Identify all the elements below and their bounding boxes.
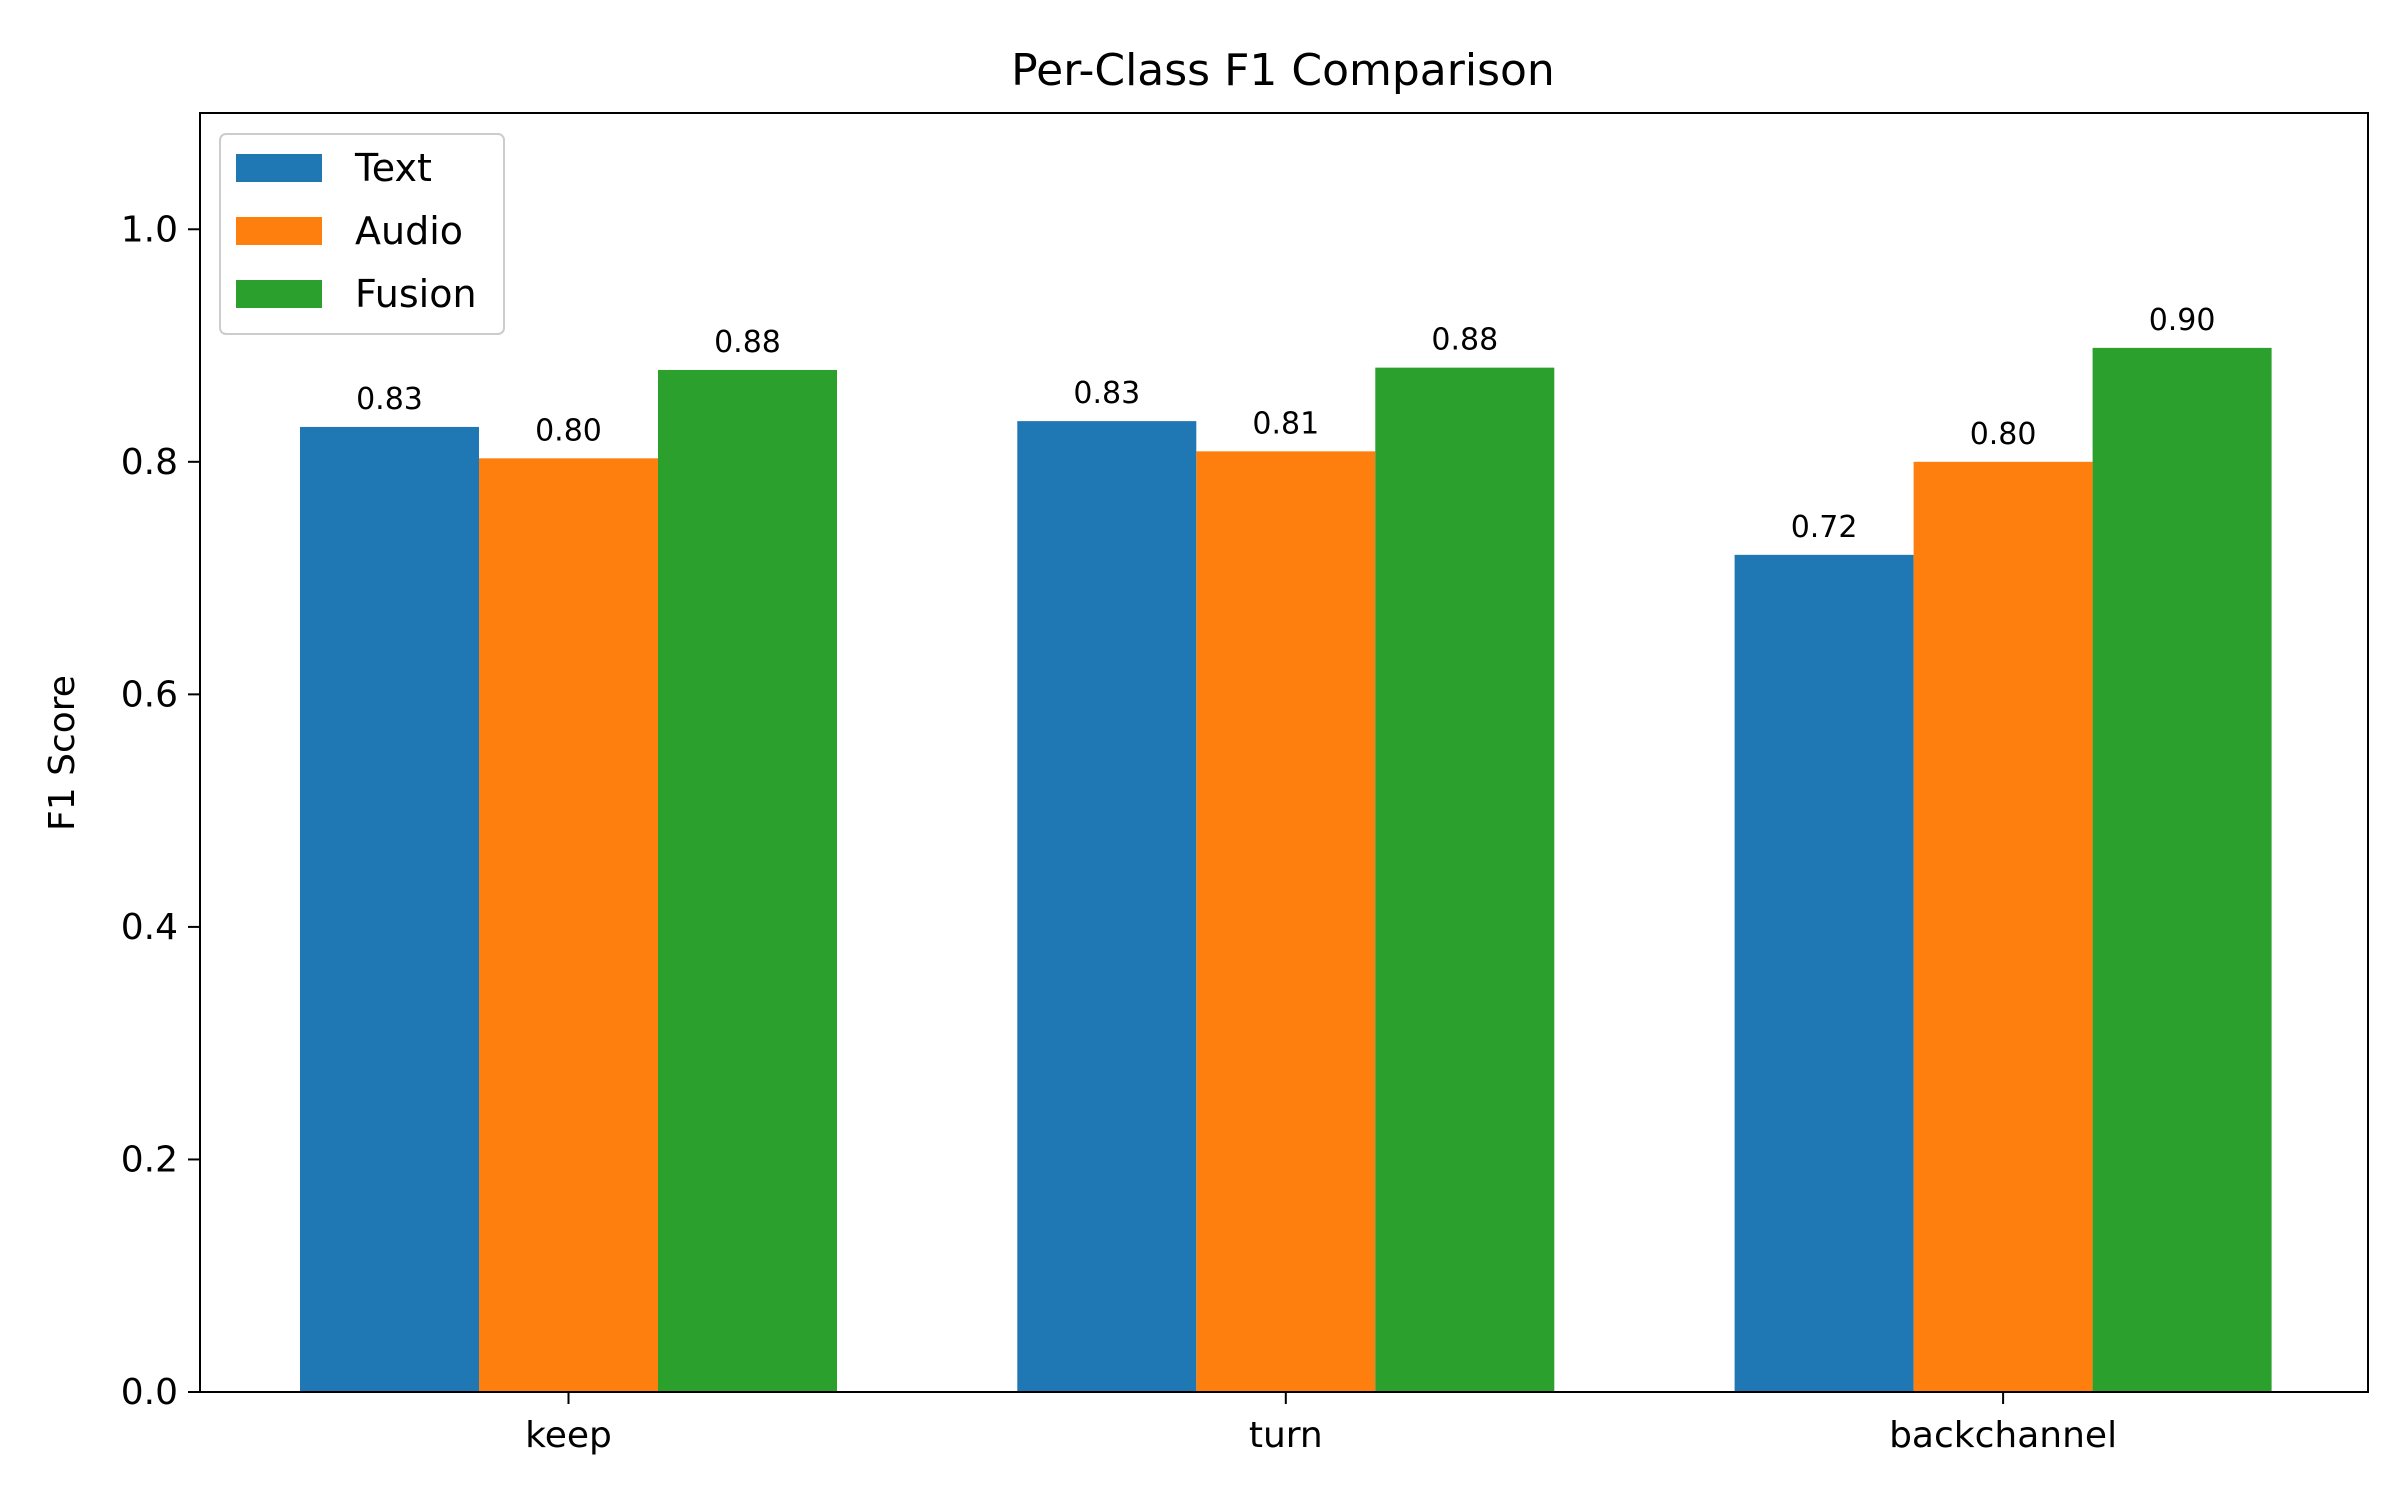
data-label-text-keep: 0.83 [356,382,423,417]
legend-label-audio: Audio [355,209,463,253]
chart-title: Per-Class F1 Comparison [1011,45,1555,96]
y-tick-label-0.2: 0.2 [121,1139,178,1180]
bar-audio-turn [1196,451,1376,1392]
bar-text-keep [300,426,479,1392]
data-label-text-backchannel: 0.72 [1791,510,1858,545]
legend-label-fusion: Fusion [355,272,477,316]
bar-text-backchannel [1734,554,1914,1392]
bars-layer [300,347,2272,1393]
y-tick-label-1.0: 1.0 [121,209,178,250]
legend-swatch-fusion [236,280,322,308]
data-label-fusion-turn: 0.88 [1431,323,1498,358]
data-label-audio-backchannel: 0.80 [1970,417,2037,452]
data-label-text-turn: 0.83 [1073,376,1140,411]
bar-fusion-turn [1375,367,1555,1393]
y-tick-label-0.0: 0.0 [121,1372,178,1413]
plot-frame [199,112,2369,1393]
bar-fusion-backchannel [2092,347,2272,1393]
y-tick-label-0.6: 0.6 [121,674,178,715]
x-tick-label-keep: keep [525,1415,612,1456]
bar-audio-backchannel [1913,461,2093,1392]
data-label-fusion-backchannel: 0.90 [2149,303,2216,338]
legend-swatch-audio [236,217,322,245]
x-tick-label-backchannel: backchannel [1889,1415,2117,1456]
data-label-audio-turn: 0.81 [1252,406,1319,441]
data-labels-layer: 0.83 0.80 0.88 0.83 0.81 0.88 0.72 0.80 0.90 [356,303,2215,545]
legend-swatch-text [236,154,322,182]
legend-label-text: Text [354,146,432,190]
y-axis-label: F1 Score [42,675,83,831]
y-tick-label-0.4: 0.4 [121,907,178,948]
y-tick-label-0.8: 0.8 [121,442,178,483]
legend: Text Audio Fusion [219,133,505,335]
x-tick-label-turn: turn [1249,1415,1323,1456]
bar-text-turn [1017,421,1197,1392]
bar-fusion-keep [658,369,837,1392]
data-label-audio-keep: 0.80 [535,413,602,448]
bar-audio-keep [479,458,658,1393]
data-label-fusion-keep: 0.88 [714,325,781,360]
axes-layer: 0.0 0.2 0.4 0.6 0.8 1.0 keep turn backchannel [121,112,2369,1456]
